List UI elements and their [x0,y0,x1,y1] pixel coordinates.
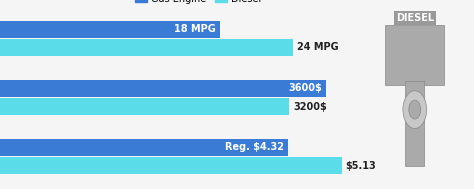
FancyBboxPatch shape [405,81,424,166]
Text: Reg. $4.32: Reg. $4.32 [225,143,284,152]
Text: $5.13: $5.13 [346,161,376,171]
Circle shape [409,100,421,119]
Text: 24 MPG: 24 MPG [297,43,338,53]
Bar [0,157,342,174]
FancyBboxPatch shape [385,25,444,85]
Bar [0,39,293,56]
Legend: Gas Engine, Diesel: Gas Engine, Diesel [131,0,265,8]
Bar [0,139,288,156]
Text: 3600$: 3600$ [288,83,322,93]
Bar [0,98,290,115]
Bar [0,21,220,38]
Text: 3200$: 3200$ [293,101,327,112]
Text: 18 MPG: 18 MPG [174,24,216,34]
Bar [0,80,326,97]
Circle shape [403,91,427,129]
Text: DIESEL: DIESEL [396,13,434,23]
